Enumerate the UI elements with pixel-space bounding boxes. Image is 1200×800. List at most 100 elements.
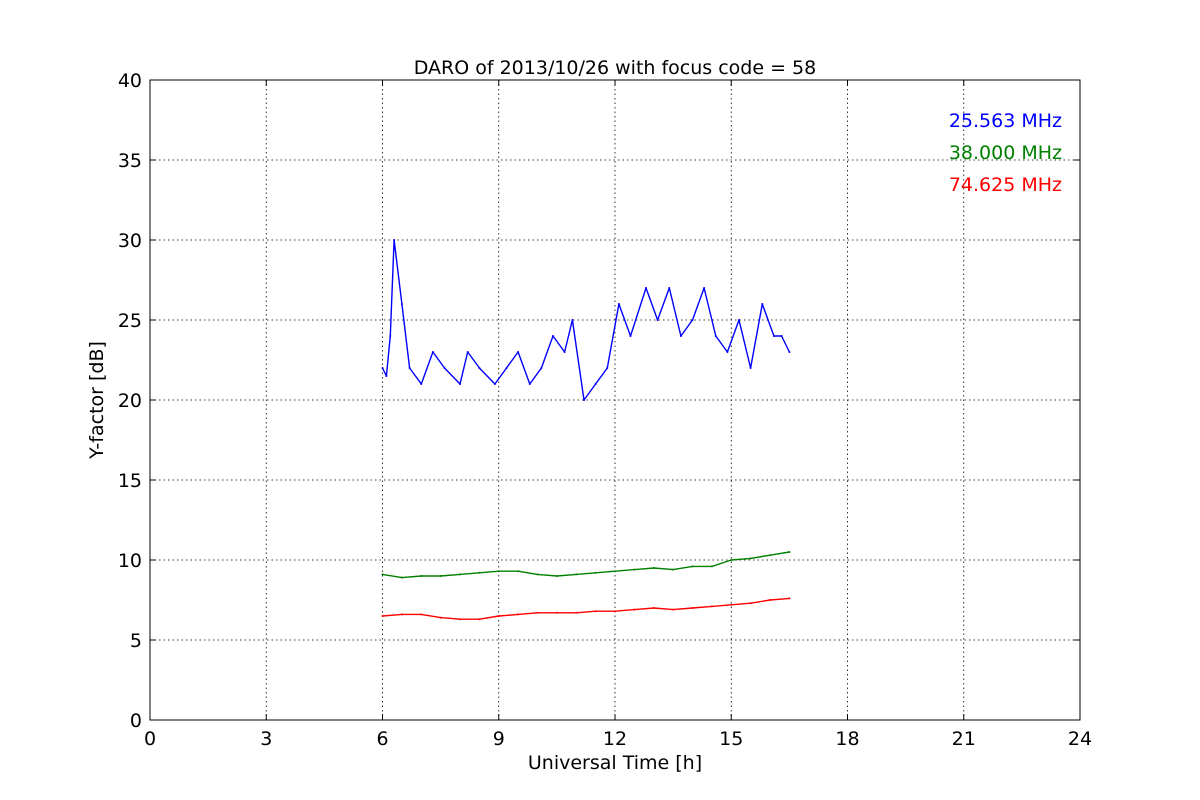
data-point	[780, 335, 783, 337]
series-line-1	[382, 551, 790, 579]
data-point	[493, 383, 496, 385]
data-point	[761, 303, 764, 305]
x-tick-label: 15	[719, 728, 743, 750]
y-axis-label: Y-factor [dB]	[86, 341, 108, 460]
y-tick-label: 25	[118, 310, 142, 332]
data-point	[571, 319, 574, 321]
data-point	[517, 351, 520, 353]
legend: 25.563 MHz 38.000 MHz 74.625 MHz	[949, 110, 1062, 196]
x-tick-label: 21	[952, 728, 976, 750]
y-tick-label: 5	[130, 630, 142, 652]
x-axis-label: Universal Time [h]	[528, 752, 702, 774]
data-point	[730, 559, 733, 561]
data-point	[672, 568, 675, 571]
data-point	[594, 571, 597, 574]
data-point	[788, 351, 791, 353]
x-tick-label: 9	[493, 728, 505, 750]
data-point	[575, 573, 578, 576]
data-point	[459, 383, 461, 385]
data-point	[400, 613, 403, 616]
data-point	[389, 335, 392, 337]
data-point	[617, 303, 620, 305]
data-point	[555, 611, 558, 614]
data-point	[769, 554, 771, 557]
data-point	[769, 599, 771, 601]
data-point	[772, 335, 775, 337]
x-tick-label: 18	[835, 728, 859, 750]
data-point	[788, 597, 791, 600]
data-point	[749, 557, 752, 560]
data-point	[528, 383, 531, 385]
data-point	[691, 607, 694, 609]
series-layer	[381, 239, 791, 621]
data-point	[788, 551, 791, 553]
data-point	[730, 603, 733, 606]
data-point	[478, 618, 481, 621]
data-point	[443, 367, 446, 369]
x-tick-label: 6	[376, 728, 388, 750]
data-point	[583, 399, 585, 401]
data-point	[459, 573, 461, 576]
y-tick-label: 40	[118, 70, 142, 92]
data-point	[555, 575, 558, 577]
data-point	[749, 602, 752, 605]
data-point	[381, 367, 384, 369]
y-tick-label: 20	[118, 390, 142, 412]
data-point	[714, 335, 717, 337]
data-point	[540, 367, 543, 369]
chart-title: DARO of 2013/10/26 with focus code = 58	[414, 57, 816, 79]
data-point	[691, 565, 694, 568]
data-point	[645, 287, 647, 289]
x-tick-label: 0	[144, 728, 156, 750]
data-point	[575, 611, 578, 614]
data-point	[439, 616, 442, 619]
data-point	[536, 611, 539, 614]
data-point	[400, 576, 403, 579]
data-point	[652, 607, 655, 609]
data-point	[517, 613, 520, 616]
data-point	[478, 367, 481, 369]
legend-entry: 38.000 MHz	[949, 142, 1062, 164]
data-point	[633, 568, 636, 571]
y-tick-label: 0	[130, 710, 142, 732]
legend-entry: 25.563 MHz	[949, 110, 1062, 132]
data-point	[563, 351, 566, 353]
data-point	[420, 575, 423, 577]
data-point	[633, 608, 636, 611]
data-point	[594, 383, 597, 385]
legend-entry: 74.625 MHz	[949, 174, 1062, 196]
data-point	[749, 367, 752, 369]
data-point	[691, 319, 694, 321]
series-line-2	[382, 597, 790, 620]
data-point	[726, 351, 729, 353]
data-point	[497, 570, 500, 573]
data-point	[710, 605, 713, 608]
data-point	[431, 351, 434, 353]
data-point	[703, 287, 706, 289]
data-point	[656, 319, 659, 321]
data-point	[381, 573, 384, 576]
data-point	[652, 567, 655, 569]
data-point	[552, 335, 554, 337]
data-point	[594, 610, 597, 613]
data-point	[679, 335, 682, 337]
data-point	[672, 608, 675, 611]
data-point	[420, 383, 423, 385]
x-tick-label: 3	[260, 728, 272, 750]
data-point	[381, 615, 384, 617]
data-point	[517, 570, 520, 573]
data-point	[466, 351, 469, 353]
x-tick-label: 12	[603, 728, 627, 750]
data-point	[710, 565, 713, 568]
y-tick-label: 30	[118, 230, 142, 252]
data-point	[420, 613, 423, 616]
data-point	[400, 303, 403, 305]
axis-ticks: 0 3 6 9 12 15 18 21 24 0 5 10 15 20 25 30 35 40	[118, 70, 1092, 750]
data-point	[393, 239, 396, 241]
data-point	[497, 615, 500, 617]
data-point	[629, 335, 632, 337]
data-point	[614, 610, 616, 613]
y-tick-label: 10	[118, 550, 142, 572]
data-point	[408, 367, 411, 369]
data-point	[536, 573, 539, 576]
